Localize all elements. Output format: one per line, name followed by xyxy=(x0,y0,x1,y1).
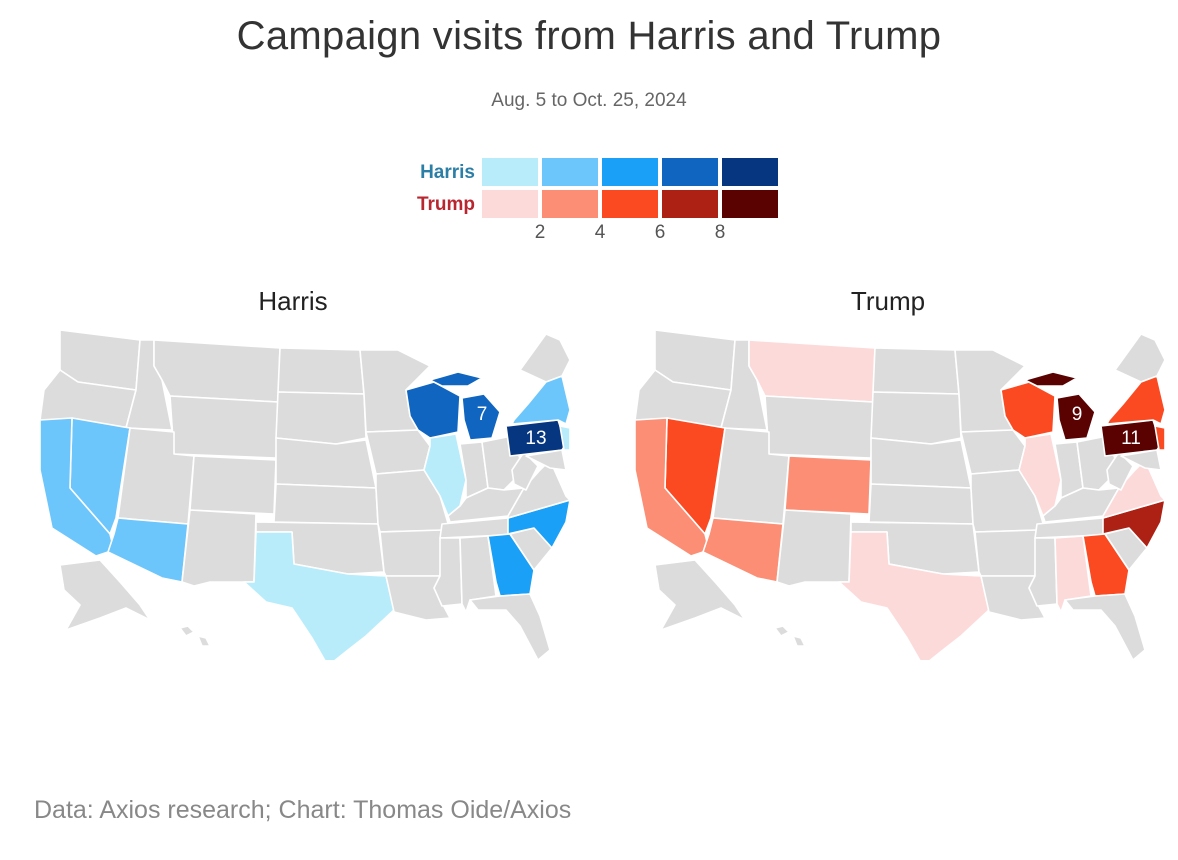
legend-swatch-harris-3 xyxy=(602,158,658,186)
legend-swatch-harris-4 xyxy=(662,158,718,186)
state-ny xyxy=(511,375,570,425)
state-ne xyxy=(870,437,972,489)
state-ny xyxy=(1106,375,1165,425)
state-ky xyxy=(1042,487,1120,523)
state-md xyxy=(1120,449,1162,471)
state-nc xyxy=(1102,499,1165,549)
state-ar xyxy=(974,529,1038,577)
state-mi xyxy=(1024,371,1096,441)
state-sd xyxy=(275,391,367,445)
state-co xyxy=(784,455,872,515)
legend-tick: 4 xyxy=(594,222,606,243)
legend-tick: 8 xyxy=(714,222,726,243)
source-note: Data: Axios research; Chart: Thomas Oide… xyxy=(34,796,572,824)
state-nd xyxy=(277,347,365,395)
state-label-pa: 13 xyxy=(525,428,546,449)
map-title-harris: Harris xyxy=(258,286,328,316)
state-label-pa: 11 xyxy=(1121,428,1141,449)
color-legend: Harris Trump 2 4 6 8 xyxy=(400,158,800,248)
state-ky xyxy=(447,487,525,523)
hawaii-shape xyxy=(179,625,211,647)
new-england-shape xyxy=(1114,333,1165,383)
chart-title: Campaign visits from Harris and Trump xyxy=(236,14,942,58)
state-label-mi: 9 xyxy=(1072,404,1083,425)
chart-subtitle: Aug. 5 to Oct. 25, 2024 xyxy=(491,90,687,111)
legend-tick: 6 xyxy=(654,222,666,243)
legend-label-harris: Harris xyxy=(420,162,475,183)
state-nj xyxy=(1154,425,1165,451)
state-nm xyxy=(181,509,257,587)
alaska-shape xyxy=(59,559,151,631)
state-label-mi: 7 xyxy=(477,404,488,425)
state-fl xyxy=(469,593,551,660)
legend-swatch-trump-2 xyxy=(542,190,598,218)
state-ks xyxy=(868,483,974,525)
state-nc xyxy=(507,499,570,549)
legend-swatch-harris-1 xyxy=(482,158,538,186)
state-wy xyxy=(764,395,874,459)
state-az xyxy=(107,517,189,583)
harris-map: 7 13 xyxy=(39,329,570,660)
legend-swatch-trump-5 xyxy=(722,190,778,218)
state-mt xyxy=(153,339,281,403)
state-tx xyxy=(838,531,990,660)
new-england-shape xyxy=(519,333,570,383)
state-ia xyxy=(365,429,431,475)
state-sd xyxy=(870,391,962,445)
state-ne xyxy=(275,437,377,489)
state-tx xyxy=(243,531,395,660)
state-ia xyxy=(960,429,1026,475)
state-nm xyxy=(776,509,852,587)
legend-swatch-trump-1 xyxy=(482,190,538,218)
state-fl xyxy=(1064,593,1146,660)
trump-map: 9 11 xyxy=(634,329,1165,660)
state-nj xyxy=(559,425,570,451)
legend-swatch-harris-2 xyxy=(542,158,598,186)
state-nd xyxy=(872,347,960,395)
state-ks xyxy=(273,483,379,525)
hawaii-shape xyxy=(774,625,806,647)
legend-swatch-harris-5 xyxy=(722,158,778,186)
legend-tick: 2 xyxy=(534,222,546,243)
map-title-trump: Trump xyxy=(850,286,926,316)
state-mi xyxy=(429,371,501,441)
state-md xyxy=(525,449,567,471)
legend-swatch-trump-3 xyxy=(602,190,658,218)
state-mt xyxy=(748,339,876,403)
legend-swatch-trump-4 xyxy=(662,190,718,218)
state-wy xyxy=(169,395,279,459)
state-ar xyxy=(379,529,443,577)
state-az xyxy=(702,517,784,583)
state-co xyxy=(189,455,277,515)
legend-label-trump: Trump xyxy=(416,194,475,215)
alaska-shape xyxy=(654,559,746,631)
